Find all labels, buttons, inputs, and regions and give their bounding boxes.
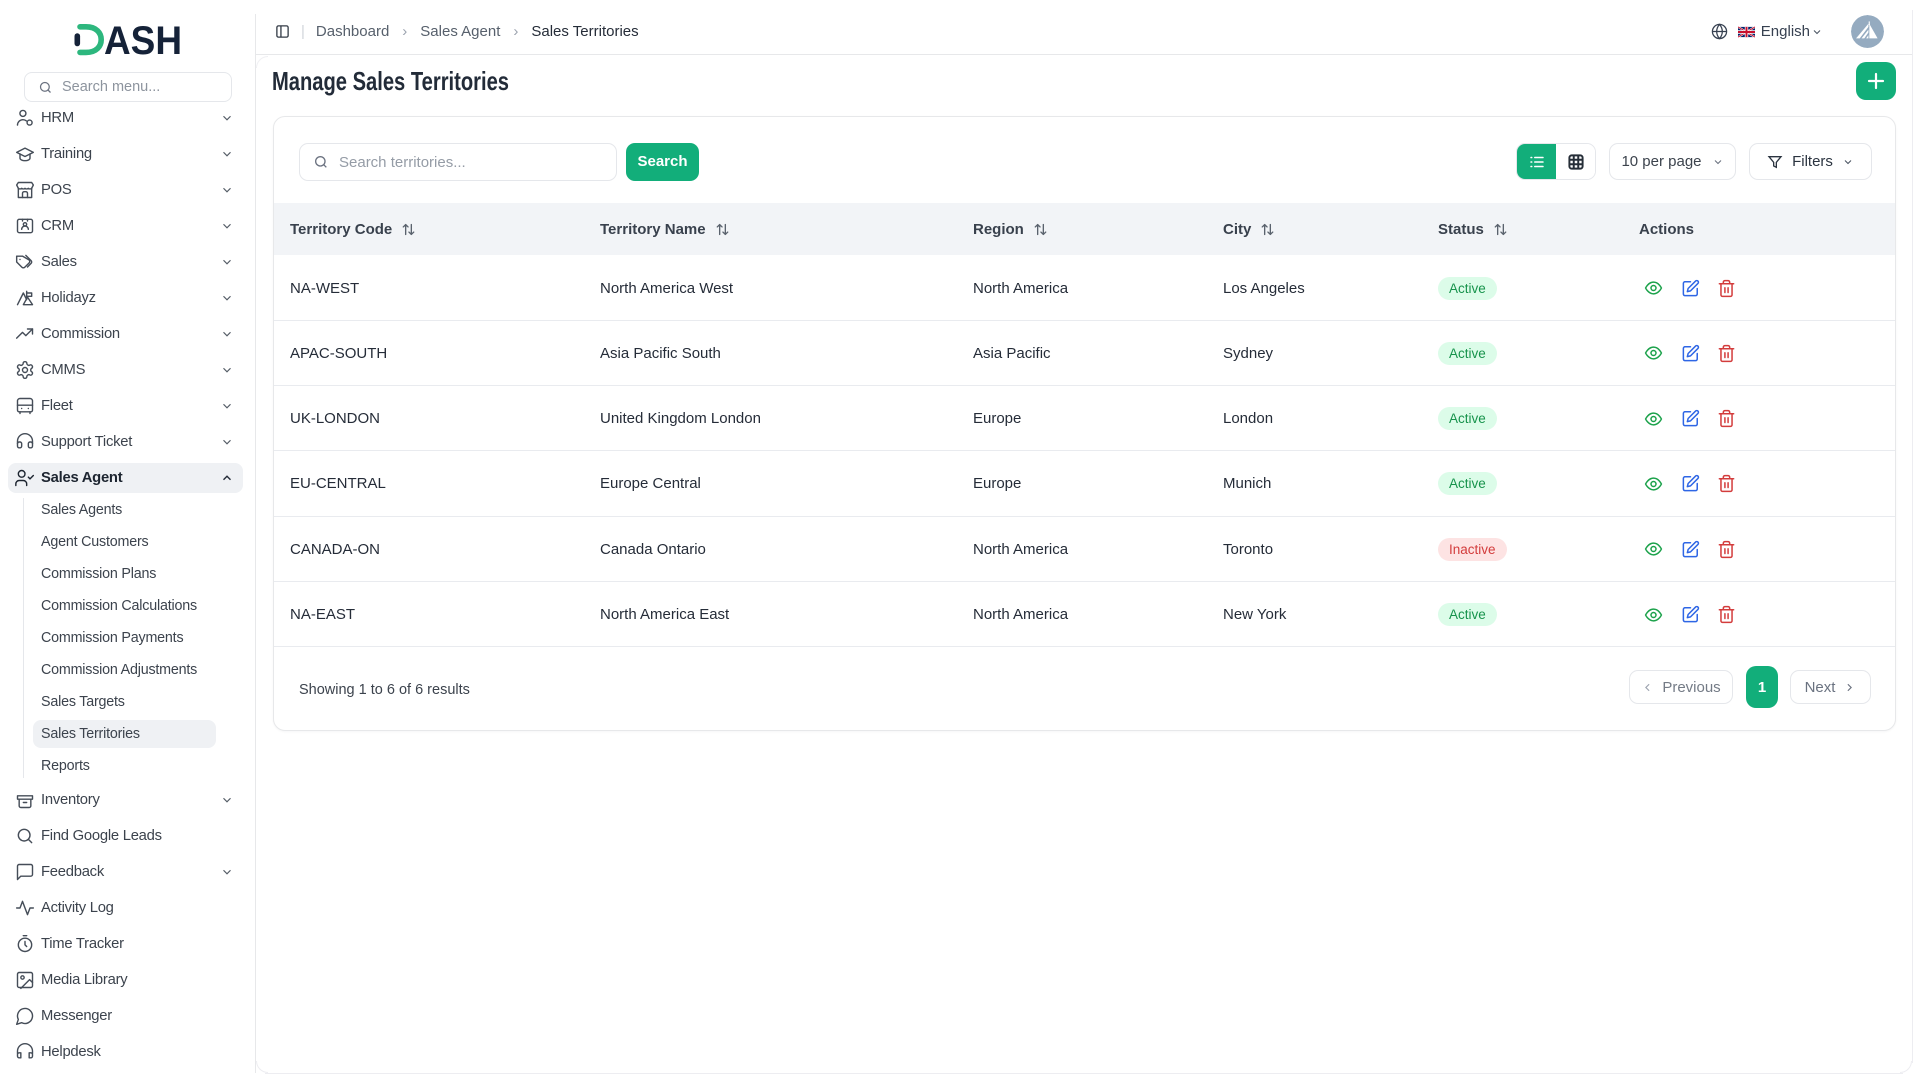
svg-text:Manage Sales Territories: Manage Sales Territories	[272, 66, 509, 96]
svg-text:ASH: ASH	[104, 23, 182, 57]
